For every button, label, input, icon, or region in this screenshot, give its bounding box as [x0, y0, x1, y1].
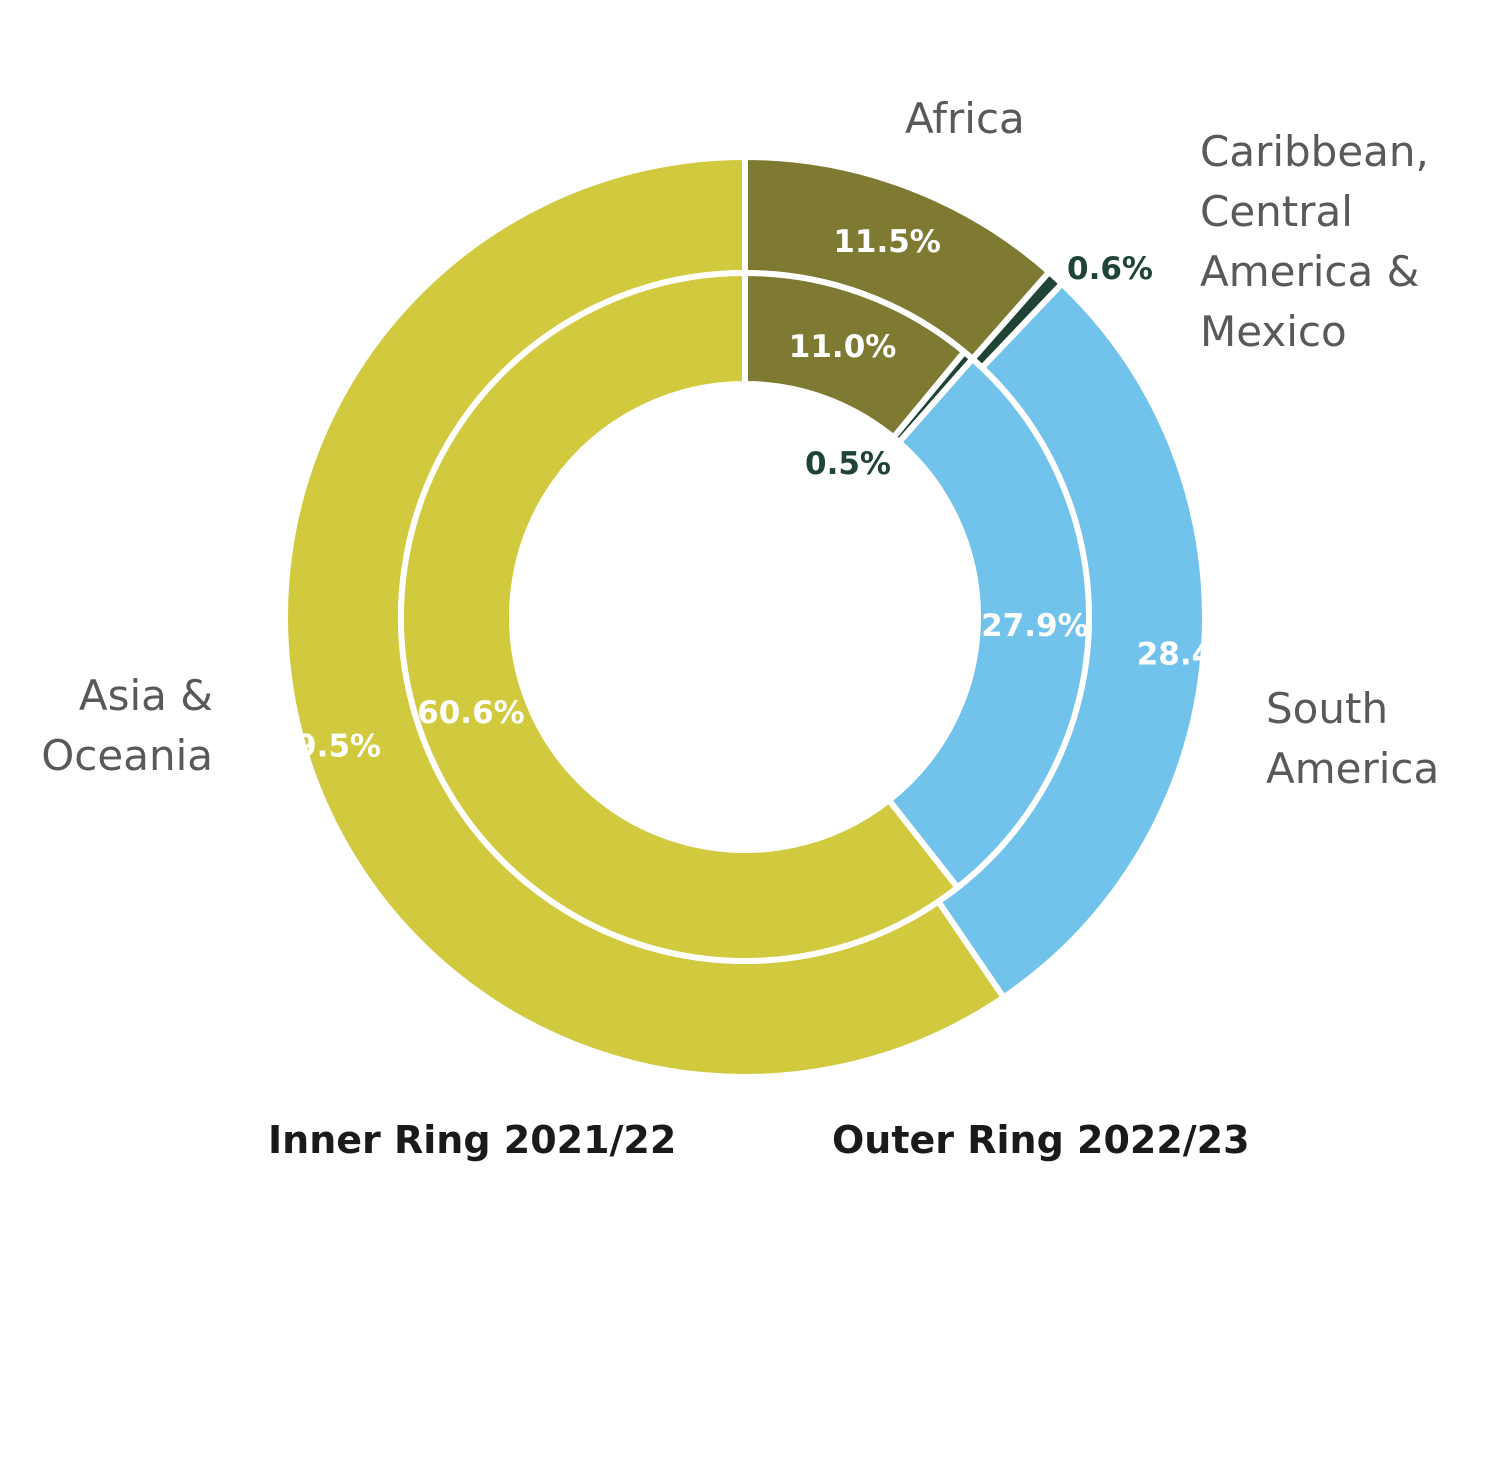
outer-ring-label-asia-oceania: 59.5% — [274, 728, 382, 764]
inner-ring-label-asia-oceania: 60.6% — [417, 695, 525, 731]
outer-ring-label-south-america: 28.4% — [1137, 636, 1245, 672]
slices-group — [282, 154, 1208, 1080]
region-label-asia-oceania: Asia & Oceania — [41, 671, 213, 780]
ring-captions: Inner Ring 2021/22 Outer Ring 2022/23 — [268, 1118, 1250, 1162]
outer-ring-label-caribbean-central-america-mexico: 0.6% — [1067, 251, 1153, 287]
region-label-line: America — [1266, 744, 1439, 793]
region-label-caribbean-central-america-mexico: Caribbean, Central America & Mexico — [1200, 127, 1429, 356]
region-label-line: Caribbean, — [1200, 127, 1429, 176]
inner-ring-label-caribbean-central-america-mexico: 0.5% — [805, 446, 891, 482]
inner-ring-caption: Inner Ring 2021/22 — [268, 1118, 676, 1162]
region-label-line: America & — [1200, 247, 1419, 296]
region-label-africa: Africa — [905, 94, 1025, 143]
inner-ring-slice-asia-oceania — [398, 270, 961, 964]
region-label-line: Africa — [905, 94, 1025, 143]
inner-ring-slice-south-america — [885, 355, 1092, 891]
outer-ring-caption: Outer Ring 2022/23 — [832, 1118, 1250, 1162]
inner-ring-label-africa: 11.0% — [789, 329, 897, 365]
region-label-south-america: South America — [1266, 684, 1439, 793]
region-labels: Africa Caribbean, Central America & Mexico So… — [41, 94, 1439, 793]
region-label-line: Central — [1200, 187, 1353, 236]
region-label-line: Oceania — [41, 731, 213, 780]
region-label-line: Mexico — [1200, 307, 1347, 356]
region-label-line: Asia & — [79, 671, 213, 720]
inner-ring-label-south-america: 27.9% — [981, 608, 1089, 644]
percentage-labels: 11.5% 0.6% 28.4% 59.5% 11.0% 0.5% 27.9% 60.6% — [274, 224, 1245, 765]
region-label-line: South — [1266, 684, 1388, 733]
outer-ring-label-africa: 11.5% — [833, 224, 941, 260]
